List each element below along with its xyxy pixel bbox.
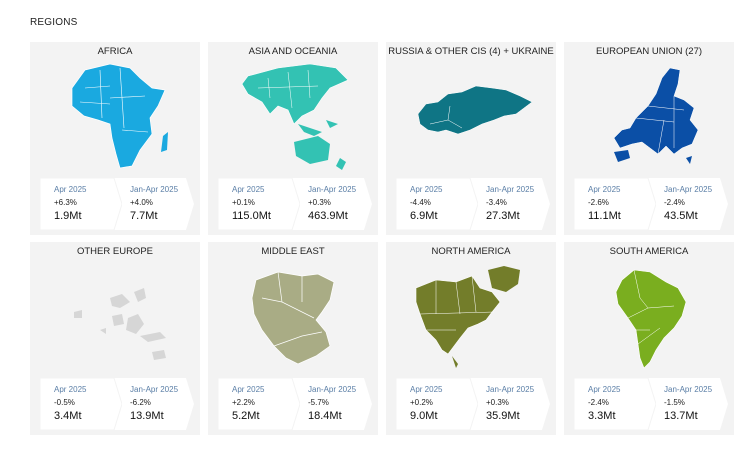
month-value: 115.0Mt: [232, 210, 271, 222]
region-card-russia-cis[interactable]: RUSSIA & OTHER CIS (4) + UKRAINE Jan-Apr…: [386, 42, 556, 235]
ytd-change: +0.3%: [486, 398, 509, 407]
month-stat: Apr 2025 -2.4% 3.3Mt: [574, 378, 656, 430]
ytd-stat: Jan-Apr 2025 +0.3% 35.9Mt: [468, 378, 550, 430]
month-change: -0.5%: [54, 398, 75, 407]
ytd-period: Jan-Apr 2025: [130, 385, 179, 394]
ytd-value: 7.7Mt: [130, 210, 158, 222]
region-card-other-europe[interactable]: OTHER EUROPE Jan-Apr 2025 -6.2% 13.9Mt A…: [30, 242, 200, 435]
european-union-map-icon: [613, 67, 699, 164]
month-change: -2.4%: [588, 398, 609, 407]
ytd-value: 13.7Mt: [664, 410, 698, 422]
stats-row: Jan-Apr 2025 -2.4% 43.5Mt Apr 2025 -2.6%…: [574, 178, 729, 230]
south-america-map-icon: [615, 269, 687, 369]
ytd-stat: Jan-Apr 2025 -1.5% 13.7Mt: [646, 378, 728, 430]
ytd-stat: Jan-Apr 2025 -2.4% 43.5Mt: [646, 178, 728, 230]
region-name: SOUTH AMERICA: [609, 246, 689, 257]
month-change: -4.4%: [410, 198, 431, 207]
africa-map-icon: [71, 63, 168, 169]
ytd-value: 43.5Mt: [664, 210, 698, 222]
month-change: -2.6%: [588, 198, 609, 207]
section-title: REGIONS: [30, 17, 78, 28]
stats-row: Jan-Apr 2025 +4.0% 7.7Mt Apr 2025 +6.3% …: [40, 178, 195, 230]
month-period: Apr 2025: [588, 185, 621, 194]
ytd-stat: Jan-Apr 2025 -6.2% 13.9Mt: [112, 378, 194, 430]
ytd-stat: Jan-Apr 2025 -3.4% 27.3Mt: [468, 178, 550, 230]
month-period: Apr 2025: [410, 185, 443, 194]
region-name: OTHER EUROPE: [76, 246, 153, 257]
region-name: AFRICA: [97, 46, 133, 57]
region-card-north-america[interactable]: NORTH AMERICA Jan-Apr 2025 +0.3% 35.9Mt …: [386, 242, 556, 435]
region-name: NORTH AMERICA: [431, 246, 511, 257]
russia-cis-map-icon: [417, 85, 533, 135]
stats-row: Jan-Apr 2025 -1.5% 13.7Mt Apr 2025 -2.4%…: [574, 378, 729, 430]
ytd-change: -1.5%: [664, 398, 685, 407]
ytd-period: Jan-Apr 2025: [308, 385, 357, 394]
stats-row: Jan-Apr 2025 -5.7% 18.4Mt Apr 2025 +2.2%…: [218, 378, 373, 430]
stats-row: Jan-Apr 2025 -3.4% 27.3Mt Apr 2025 -4.4%…: [396, 178, 551, 230]
month-stat: Apr 2025 +6.3% 1.9Mt: [40, 178, 122, 230]
region-card-european-union[interactable]: EUROPEAN UNION (27) Jan-Apr 2025 -2.4% 4…: [564, 42, 734, 235]
month-value: 11.1Mt: [588, 210, 621, 222]
ytd-change: -5.7%: [308, 398, 329, 407]
ytd-period: Jan-Apr 2025: [664, 385, 713, 394]
ytd-period: Jan-Apr 2025: [308, 185, 357, 194]
ytd-value: 35.9Mt: [486, 410, 520, 422]
ytd-change: -2.4%: [664, 198, 685, 207]
month-period: Apr 2025: [588, 385, 621, 394]
month-period: Apr 2025: [232, 185, 265, 194]
month-value: 3.4Mt: [54, 410, 82, 422]
month-change: +2.2%: [232, 398, 255, 407]
ytd-stat: Jan-Apr 2025 +0.3% 463.9Mt: [290, 178, 372, 230]
ytd-value: 27.3Mt: [486, 210, 520, 222]
month-period: Apr 2025: [54, 385, 87, 394]
region-card-south-america[interactable]: SOUTH AMERICA Jan-Apr 2025 -1.5% 13.7Mt …: [564, 242, 734, 435]
month-stat: Apr 2025 -2.6% 11.1Mt: [574, 178, 656, 230]
month-change: +0.2%: [410, 398, 433, 407]
ytd-period: Jan-Apr 2025: [664, 185, 713, 194]
month-value: 3.3Mt: [588, 410, 616, 422]
ytd-period: Jan-Apr 2025: [130, 185, 179, 194]
month-value: 5.2Mt: [232, 410, 260, 422]
ytd-stat: Jan-Apr 2025 +4.0% 7.7Mt: [112, 178, 194, 230]
middle-east-map-icon: [251, 271, 335, 365]
region-name: ASIA AND OCEANIA: [248, 46, 338, 57]
month-value: 9.0Mt: [410, 410, 438, 422]
other-europe-map-icon: [74, 288, 166, 360]
month-value: 1.9Mt: [54, 210, 82, 222]
north-america-map-icon: [415, 266, 520, 368]
ytd-change: +4.0%: [130, 198, 153, 207]
stats-row: Jan-Apr 2025 +0.3% 35.9Mt Apr 2025 +0.2%…: [396, 378, 551, 430]
month-stat: Apr 2025 +2.2% 5.2Mt: [218, 378, 300, 430]
month-change: +0.1%: [232, 198, 255, 207]
asia-oceania-map-icon: [241, 63, 349, 170]
month-change: +6.3%: [54, 198, 77, 207]
ytd-value: 13.9Mt: [130, 410, 164, 422]
ytd-change: -6.2%: [130, 398, 151, 407]
ytd-period: Jan-Apr 2025: [486, 385, 535, 394]
month-stat: Apr 2025 -0.5% 3.4Mt: [40, 378, 122, 430]
ytd-change: -3.4%: [486, 198, 507, 207]
stats-row: Jan-Apr 2025 -6.2% 13.9Mt Apr 2025 -0.5%…: [40, 378, 195, 430]
month-period: Apr 2025: [232, 385, 265, 394]
region-name: EUROPEAN UNION (27): [595, 46, 703, 57]
month-stat: Apr 2025 +0.2% 9.0Mt: [396, 378, 478, 430]
month-stat: Apr 2025 -4.4% 6.9Mt: [396, 178, 478, 230]
month-stat: Apr 2025 +0.1% 115.0Mt: [218, 178, 300, 230]
ytd-value: 18.4Mt: [308, 410, 342, 422]
region-card-asia-oceania[interactable]: ASIA AND OCEANIA Jan-Apr 2025 +0.3% 463.…: [208, 42, 378, 235]
region-name: RUSSIA & OTHER CIS (4) + UKRAINE: [388, 46, 554, 57]
ytd-value: 463.9Mt: [308, 210, 348, 222]
ytd-stat: Jan-Apr 2025 -5.7% 18.4Mt: [290, 378, 372, 430]
month-period: Apr 2025: [410, 385, 443, 394]
region-card-middle-east[interactable]: MIDDLE EAST Jan-Apr 2025 -5.7% 18.4Mt Ap…: [208, 242, 378, 435]
regions-grid: AFRICA Jan-Apr 2025 +4.0% 7.7Mt Apr 2025…: [30, 42, 736, 436]
ytd-period: Jan-Apr 2025: [486, 185, 535, 194]
month-period: Apr 2025: [54, 185, 87, 194]
month-value: 6.9Mt: [410, 210, 438, 222]
region-name: MIDDLE EAST: [261, 246, 325, 257]
stats-row: Jan-Apr 2025 +0.3% 463.9Mt Apr 2025 +0.1…: [218, 178, 373, 230]
region-card-africa[interactable]: AFRICA Jan-Apr 2025 +4.0% 7.7Mt Apr 2025…: [30, 42, 200, 235]
ytd-change: +0.3%: [308, 198, 331, 207]
